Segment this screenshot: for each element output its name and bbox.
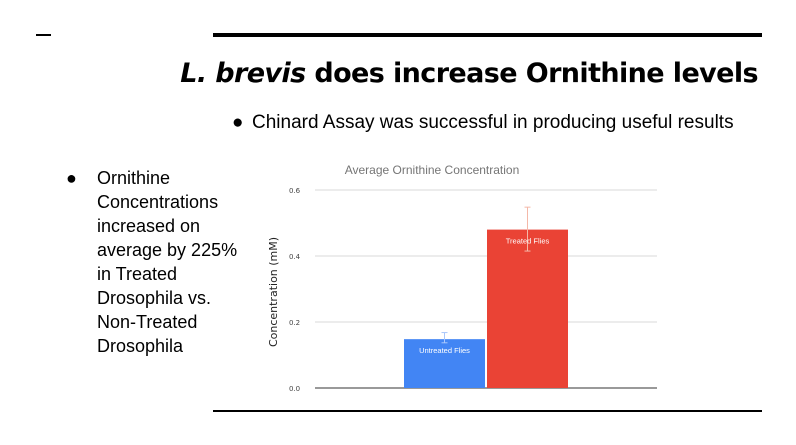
title-text: does increase Ornithine levels (305, 58, 758, 89)
title-species: L. brevis (180, 58, 306, 89)
bullet-icon: ● (66, 168, 77, 188)
y-tick-labels: 0.0 0.2 0.4 0.6 (289, 187, 301, 393)
bar (404, 339, 485, 388)
bar (487, 229, 568, 388)
bullet-assay-text: Chinard Assay was successful in producin… (252, 112, 734, 133)
y-axis-label: Concentration (mM) (267, 237, 280, 347)
y-tick-label: 0.6 (289, 187, 301, 195)
bar-data-label: Untreated Flies (419, 346, 470, 355)
bottom-rule (213, 410, 762, 412)
ornithine-bar-chart: Average Ornithine Concentration Concentr… (267, 163, 657, 393)
bullet-concentration-text: Ornithine Concentrations increased on av… (97, 168, 238, 356)
bullet-assay: ● Chinard Assay was successful in produci… (232, 112, 762, 134)
slide-title: L. brevis does increase Ornithine levels (0, 58, 758, 89)
top-rule (213, 33, 762, 37)
corner-dash (36, 34, 51, 36)
bar-data-label: Treated Flies (506, 237, 550, 246)
bars (404, 229, 568, 388)
error-bars (441, 206, 531, 344)
y-tick-label: 0.2 (289, 319, 300, 327)
gridlines (315, 189, 657, 389)
bullet-icon: ● (232, 112, 244, 133)
chart-title: Average Ornithine Concentration (345, 163, 520, 177)
y-tick-label: 0.4 (289, 253, 301, 261)
bar-data-labels: Untreated Flies Treated Flies (419, 237, 549, 356)
y-tick-label: 0.0 (289, 385, 300, 393)
